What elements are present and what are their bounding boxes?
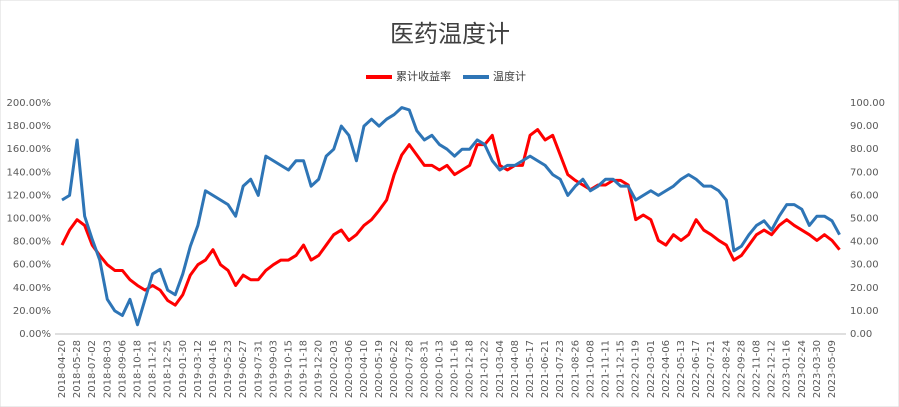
x-tick-label: 2018-11-21 <box>148 340 159 398</box>
x-tick-label: 2019-06-27 <box>238 340 249 398</box>
series-line <box>61 106 841 327</box>
x-tick-label: 2022-07-21 <box>706 340 717 398</box>
x-tick-label: 2020-03-06 <box>344 340 355 398</box>
legend-label: 累计收益率 <box>396 69 451 83</box>
y2-tick-label: 50.00 <box>850 214 879 225</box>
x-tick-label: 2023-02-24 <box>797 340 808 398</box>
x-tick-label: 2018-08-03 <box>102 340 113 398</box>
y2-tick-label: 70.00 <box>850 167 879 178</box>
y-tick-label: 20.00% <box>13 306 51 317</box>
y2-tick-label: 60.00 <box>850 190 879 201</box>
x-tick-label: 2018-04-20 <box>57 340 68 398</box>
y2-tick-label: 100.00 <box>850 98 885 109</box>
x-tick-label: 2020-04-10 <box>359 340 370 398</box>
x-tick-label: 2020-06-22 <box>389 340 400 398</box>
y-tick-label: 200.00% <box>7 98 52 109</box>
x-tick-label: 2022-08-24 <box>721 340 732 398</box>
x-tick-label: 2022-06-17 <box>691 340 702 398</box>
y-tick-label: 140.00% <box>7 167 52 178</box>
x-tick-label: 2019-10-15 <box>283 340 294 398</box>
x-tick-label: 2023-01-16 <box>782 340 793 398</box>
y2-tick-label: 40.00 <box>850 237 879 248</box>
x-tick-label: 2022-12-12 <box>767 340 778 398</box>
x-tick-label: 2022-01-19 <box>631 340 642 398</box>
x-tick-label: 2022-11-08 <box>752 340 763 398</box>
x-tick-label: 2018-12-25 <box>163 340 174 398</box>
x-tick-label: 2020-05-19 <box>374 340 385 398</box>
x-tick-label: 2018-07-02 <box>87 340 98 398</box>
x-tick-label: 2021-08-26 <box>570 340 581 398</box>
y-tick-label: 120.00% <box>7 190 52 201</box>
x-tick-label: 2018-05-28 <box>72 340 83 398</box>
x-tick-label: 2022-05-13 <box>676 340 687 398</box>
y-tick-label: 160.00% <box>7 144 52 155</box>
y2-tick-label: 10.00 <box>850 306 879 317</box>
y2-tick-label: 30.00 <box>850 260 879 271</box>
x-tick-label: 2021-03-04 <box>495 340 506 398</box>
y-tick-label: 60.00% <box>13 260 51 271</box>
y2-tick-label: 80.00 <box>850 144 879 155</box>
x-tick-label: 2019-12-20 <box>314 340 325 398</box>
x-tick-label: 2021-05-17 <box>525 340 536 398</box>
y2-tick-label: 20.00 <box>850 283 879 294</box>
x-tick-label: 2021-12-15 <box>616 340 627 398</box>
y-tick-label: 0.00% <box>19 329 51 340</box>
x-tick-label: 2019-01-30 <box>178 340 189 398</box>
x-tick-label: 2020-07-28 <box>404 340 415 398</box>
x-tick-label: 2019-04-16 <box>208 340 219 398</box>
x-tick-label: 2018-09-06 <box>117 340 128 398</box>
y-tick-label: 180.00% <box>7 121 52 132</box>
x-tick-label: 2020-02-03 <box>329 340 340 398</box>
x-tick-label: 2020-08-31 <box>419 340 430 398</box>
x-tick-label: 2022-03-01 <box>646 340 657 398</box>
y-tick-label: 80.00% <box>13 237 51 248</box>
x-tick-label: 2023-05-09 <box>827 340 838 398</box>
x-tick-label: 2018-10-18 <box>132 340 143 398</box>
y-tick-label: 100.00% <box>7 214 52 225</box>
x-tick-label: 2019-03-12 <box>193 340 204 398</box>
x-tick-label: 2020-12-18 <box>465 340 476 398</box>
x-tick-label: 2019-05-23 <box>223 340 234 398</box>
x-tick-label: 2019-11-18 <box>299 340 310 398</box>
x-tick-label: 2022-09-28 <box>736 340 747 398</box>
x-tick-label: 2019-07-31 <box>253 340 264 398</box>
x-tick-label: 2021-07-23 <box>555 340 566 398</box>
x-tick-label: 2021-10-08 <box>585 340 596 398</box>
x-tick-label: 2021-11-11 <box>601 340 612 398</box>
x-tick-label: 2020-10-13 <box>434 340 445 398</box>
chart-title: 医药温度计 <box>390 20 510 48</box>
x-tick-label: 2021-06-21 <box>540 340 551 398</box>
x-tick-label: 2022-04-06 <box>661 340 672 398</box>
x-tick-label: 2021-04-08 <box>510 340 521 398</box>
series-line <box>60 128 841 307</box>
legend-label: 温度计 <box>493 69 526 83</box>
y-tick-label: 40.00% <box>13 283 51 294</box>
y2-tick-label: 90.00 <box>850 121 879 132</box>
x-tick-label: 2020-11-16 <box>450 340 461 398</box>
x-tick-label: 2023-03-30 <box>812 340 823 398</box>
y2-tick-label: 0.00 <box>850 329 872 340</box>
x-tick-label: 2019-09-03 <box>268 340 279 398</box>
x-tick-label: 2021-01-22 <box>480 340 491 398</box>
